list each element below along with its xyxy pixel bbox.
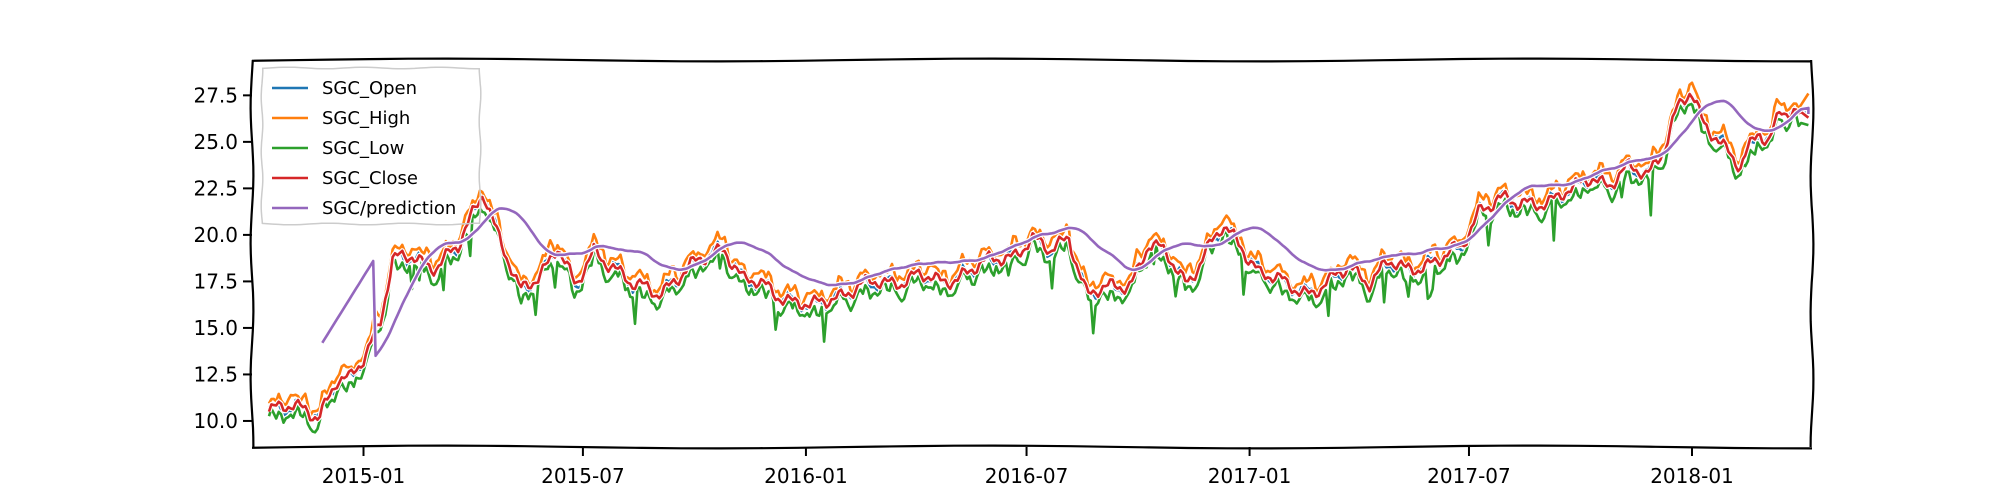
x-tick-label: 2017-07: [1427, 464, 1511, 488]
x-tick-label: 2016-07: [985, 464, 1069, 488]
legend-label: SGC_Low: [322, 138, 404, 159]
y-tick-label: 25.0: [193, 130, 238, 154]
series-line-prediction: [321, 99, 1810, 358]
y-tick-label: 20.0: [193, 223, 238, 247]
legend-box: [260, 66, 482, 226]
series-outline-SGC_Open: [266, 95, 1809, 423]
series-line-SGC_Low: [267, 102, 1809, 434]
legend: SGC_Open SGC_High SGC_Low SGC_Close SGC/pred…: [260, 66, 482, 226]
y-tick-label: 27.5: [193, 83, 238, 107]
legend-label: SGC_Close: [322, 168, 418, 189]
series-outline-SGC_Close: [266, 91, 1810, 423]
y-tick-label: 17.5: [193, 269, 238, 293]
y-tick-label: 22.5: [193, 176, 238, 200]
x-tick-label: 2016-01: [764, 464, 848, 488]
series-outline-SGC_Low: [266, 101, 1810, 435]
x-tick-label: 2017-01: [1208, 464, 1292, 488]
series-line-SGC_Close: [267, 92, 1810, 422]
x-tick-label: 2015-07: [541, 464, 625, 488]
legend-label: SGC_High: [322, 108, 410, 129]
y-tick-label: 10.0: [193, 409, 238, 433]
legend-label: SGC_Open: [322, 78, 417, 99]
series-line-SGC_Open: [267, 96, 1809, 422]
frame-right: [1809, 59, 1815, 448]
series-layer: [266, 80, 1811, 435]
frame-top: [251, 57, 1813, 63]
series-line-SGC_High: [267, 81, 1810, 418]
y-axis: 10.0 12.5 15.0 17.5 20.0 22.5 25.0 27.5: [193, 83, 252, 433]
y-tick-label: 12.5: [193, 362, 238, 386]
frame-bottom: [251, 444, 1813, 450]
plot-frame: [249, 57, 1815, 450]
y-tick-label: 15.0: [193, 316, 238, 340]
legend-label: SGC/prediction: [322, 198, 456, 219]
x-tick-label: 2018-01: [1650, 464, 1734, 488]
frame-left: [249, 59, 255, 448]
x-tick-label: 2015-01: [322, 464, 406, 488]
x-axis: 2015-01 2015-07 2016-01 2016-07 2017-01 2017-…: [322, 447, 1734, 488]
